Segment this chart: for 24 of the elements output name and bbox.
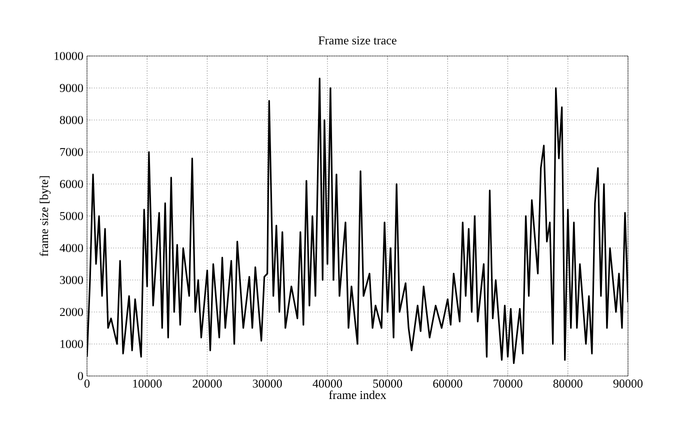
y-tick-label: 7000 bbox=[60, 148, 84, 156]
x-axis-title: frame index bbox=[329, 390, 386, 400]
y-tick-label: 0 bbox=[78, 372, 84, 380]
x-tick-label: 10000 bbox=[133, 380, 162, 388]
y-tick-label: 1000 bbox=[60, 340, 84, 348]
x-tick-label: 50000 bbox=[373, 380, 402, 388]
y-tick-label: 9000 bbox=[60, 84, 84, 92]
y-tick-label: 3000 bbox=[60, 276, 84, 284]
y-axis-title: frame size [byte] bbox=[40, 176, 51, 256]
x-tick-label: 40000 bbox=[312, 380, 342, 388]
x-tick-label: 0 bbox=[84, 380, 90, 388]
y-tick-label: 8000 bbox=[60, 116, 84, 124]
x-tick-label: 30000 bbox=[252, 380, 282, 388]
y-tick-label: 10000 bbox=[54, 52, 84, 60]
y-tick-label: 6000 bbox=[60, 180, 84, 188]
chart-title: Frame size trace bbox=[318, 36, 396, 44]
y-tick-label: 5000 bbox=[60, 212, 84, 220]
x-tick-label: 20000 bbox=[192, 380, 222, 388]
x-tick-label: 90000 bbox=[613, 380, 643, 388]
x-tick-label: 60000 bbox=[433, 380, 462, 388]
y-tick-label: 2000 bbox=[60, 308, 84, 316]
y-tick-label: 4000 bbox=[60, 244, 84, 252]
x-tick-label: 80000 bbox=[553, 380, 582, 388]
x-tick-label: 70000 bbox=[494, 380, 522, 388]
